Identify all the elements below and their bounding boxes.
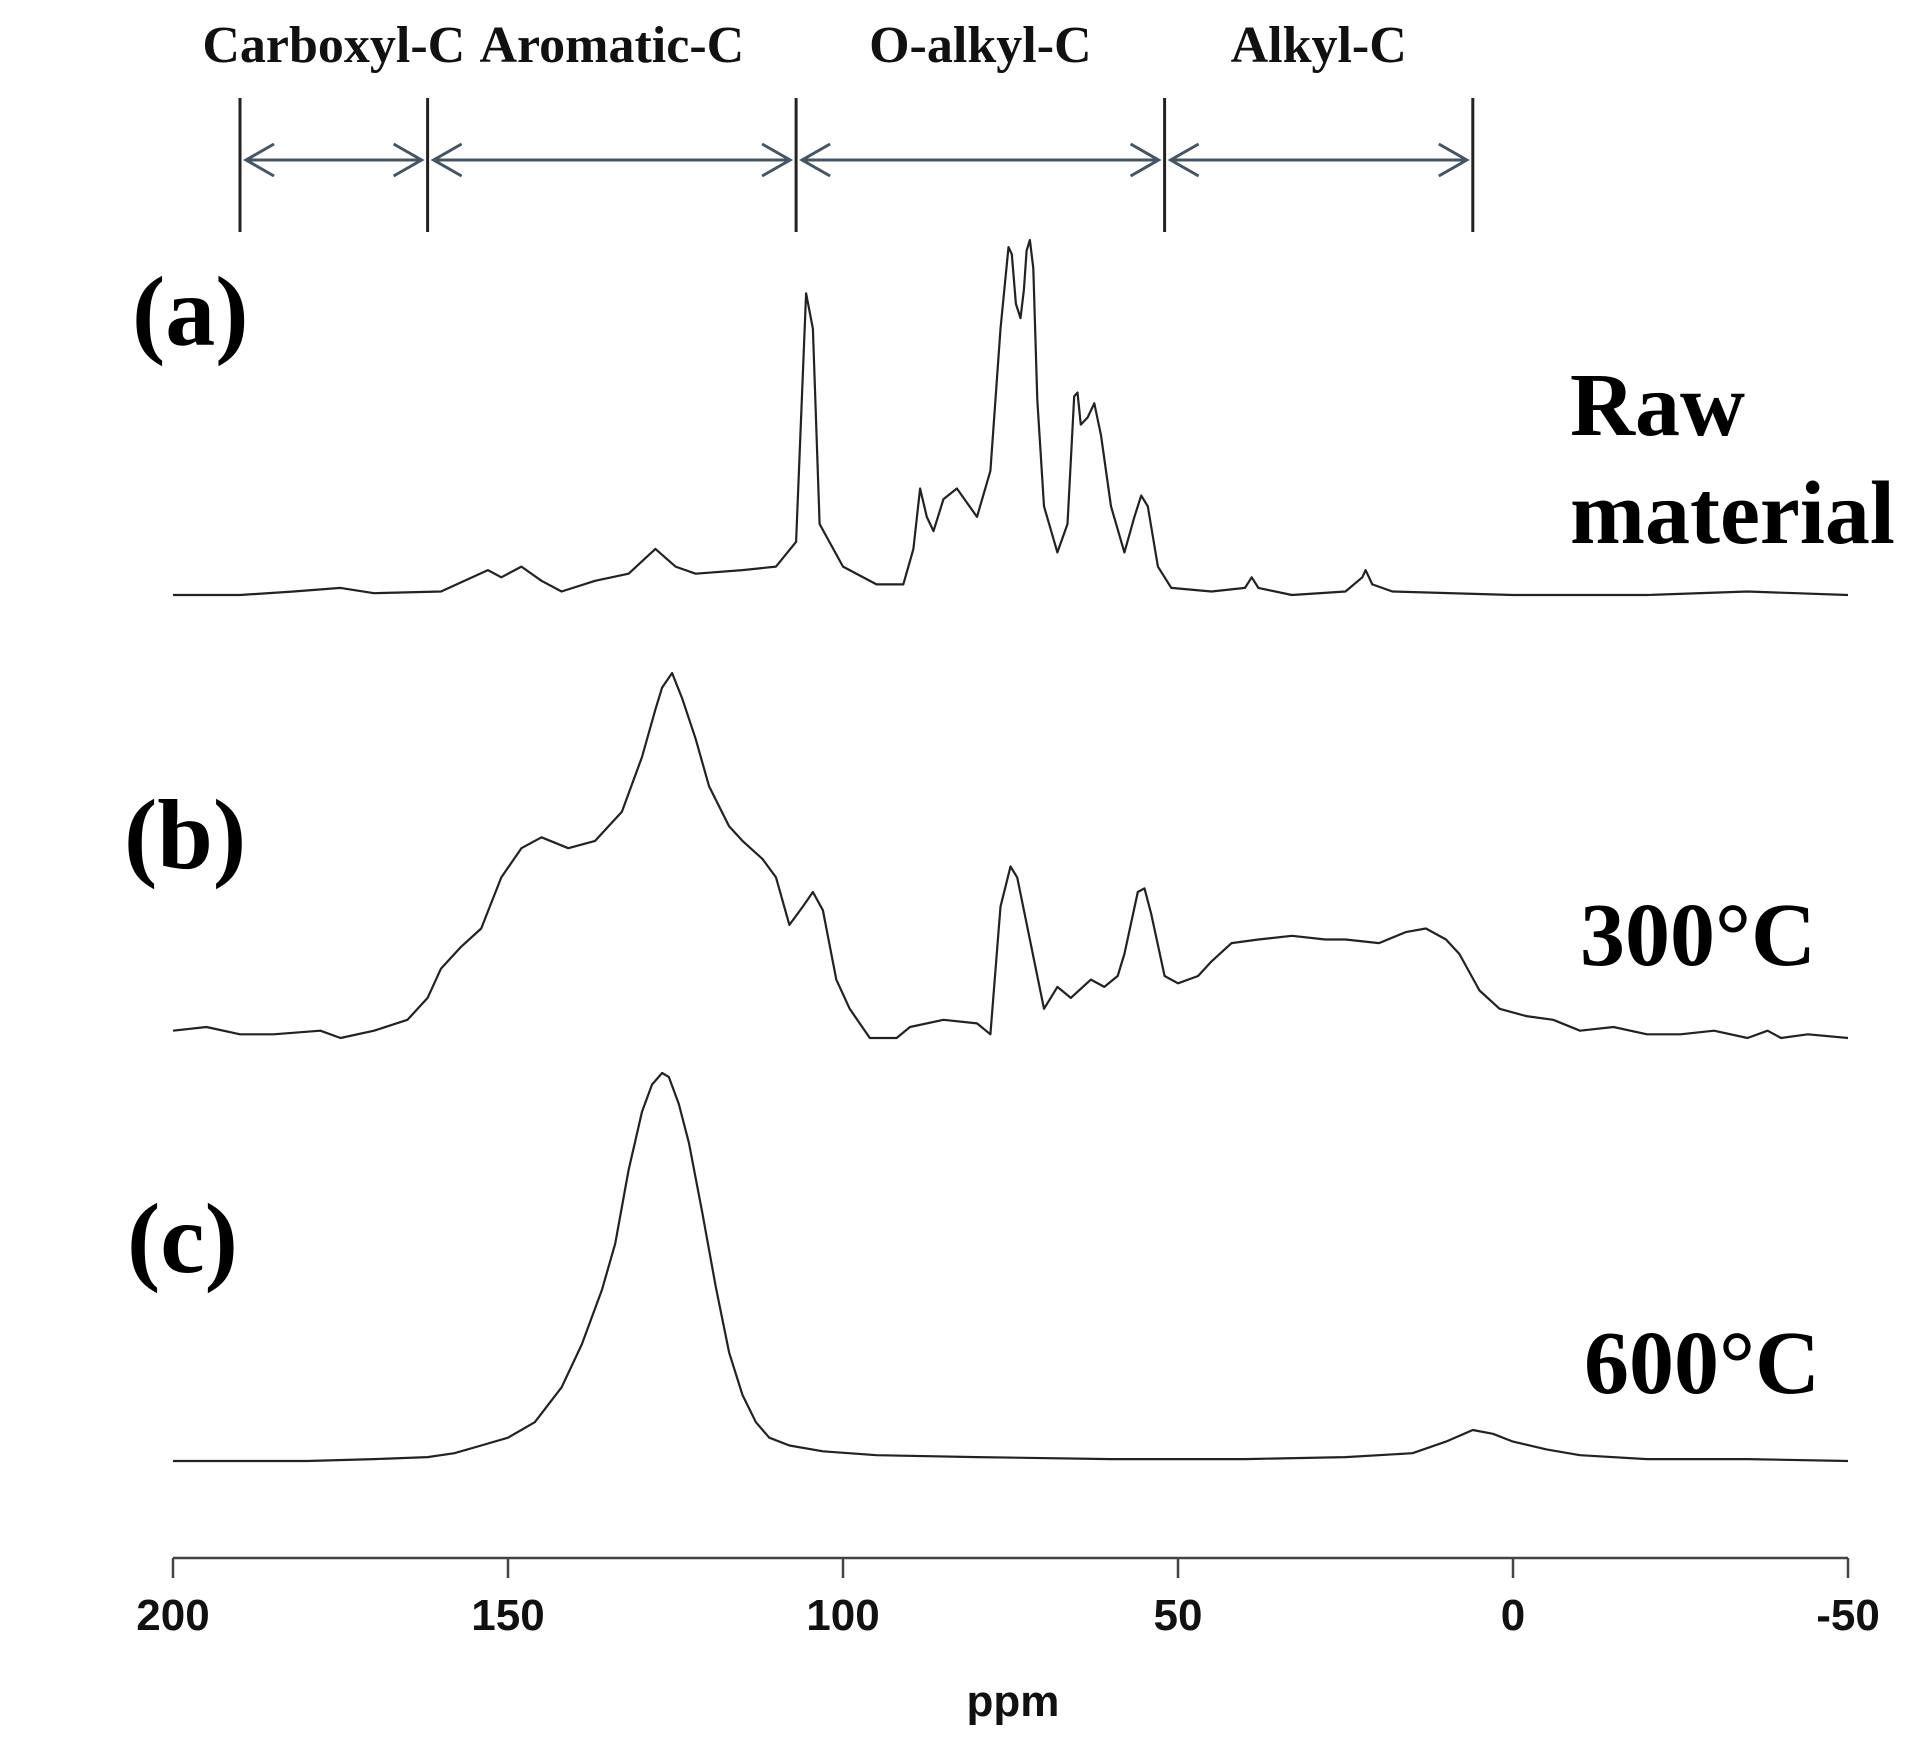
panel-label-c: (c) xyxy=(127,1183,238,1294)
region-span-o-alkyl-c xyxy=(799,142,1162,178)
arrow-right-icon xyxy=(1438,142,1470,178)
panel-label-a: (a) xyxy=(132,256,249,367)
spectrum-line-300-c xyxy=(172,671,1849,1040)
arrow-left-icon xyxy=(799,142,831,178)
spectrum-line-raw-material xyxy=(173,238,1849,597)
panel-label-b: (b) xyxy=(124,779,246,890)
x-tick-label-50: -50 xyxy=(1816,1591,1880,1640)
x-tick-label-150: 150 xyxy=(471,1591,544,1640)
region-label-aromatic-c: Aromatic-C xyxy=(479,17,744,74)
spectra xyxy=(172,238,1849,1463)
arrow-right-icon xyxy=(1129,142,1162,178)
region-label-o-alkyl-c: O-alkyl-C xyxy=(869,17,1091,74)
arrow-left-icon xyxy=(242,142,275,178)
region-span-carboxyl-c xyxy=(242,142,425,178)
arrow-right-icon xyxy=(392,142,425,178)
region-label-carboxyl-c: Carboxyl-C xyxy=(202,17,465,74)
x-tick-label-100: 100 xyxy=(806,1591,879,1640)
arrow-left-icon xyxy=(1167,142,1200,178)
series-label-raw-material-line-2: material xyxy=(1570,464,1895,563)
arrow-left-icon xyxy=(430,142,463,178)
series-label-600-c: 600°C xyxy=(1584,1314,1820,1413)
x-tick-label-50: 50 xyxy=(1154,1591,1203,1640)
x-tick-label-200: 200 xyxy=(136,1591,209,1640)
region-span-aromatic-c xyxy=(430,142,794,178)
series-label-raw-material-line-1: Raw xyxy=(1570,356,1745,455)
region-label-alkyl-c: Alkyl-C xyxy=(1231,17,1407,74)
x-axis-title: ppm xyxy=(967,1677,1060,1726)
x-tick-label-0: 0 xyxy=(1501,1591,1525,1640)
arrow-right-icon xyxy=(761,142,794,178)
series-label-300-c: 300°C xyxy=(1580,886,1816,985)
spectrum-line-600-c xyxy=(173,1071,1849,1463)
region-bar: Carboxyl-C Aromatic-C O-alkyl-C Alkyl-C xyxy=(202,17,1475,232)
region-span-alkyl-c xyxy=(1167,142,1470,178)
x-axis: 200 150 100 50 0 -50 ppm xyxy=(136,1556,1880,1726)
